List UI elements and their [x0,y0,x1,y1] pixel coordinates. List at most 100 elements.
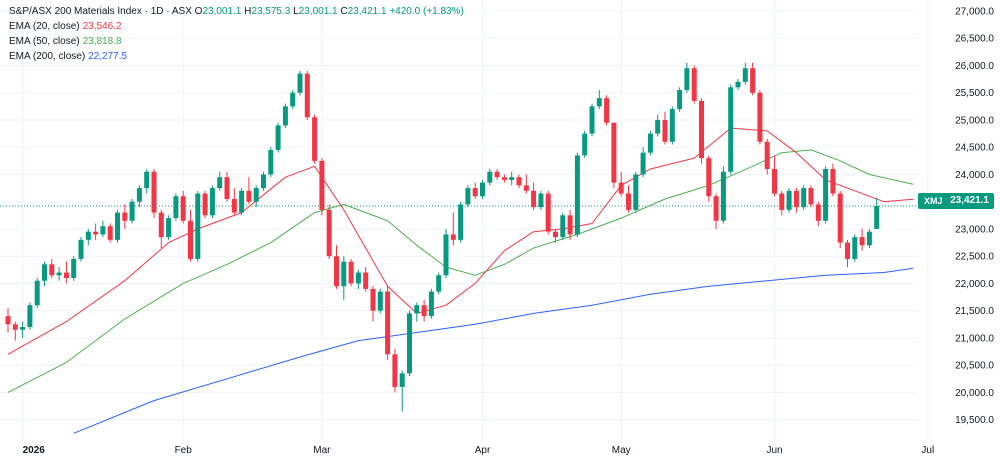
candles [5,62,880,412]
candle [480,179,485,199]
candle [808,185,814,208]
legend-ohlc-row: S&P/ASX 200 Materials Index · 1D · ASX O… [9,4,464,19]
candle-body [604,98,610,123]
ema20-line [7,127,914,355]
candle [363,267,369,292]
y-tick-label: 26,500.0 [955,34,994,45]
last-price-label: 23,421.1 [950,195,989,206]
candle-body [261,174,266,189]
legend-ema20-row[interactable]: EMA (20, close) 23,546.2 [9,19,464,34]
y-tick-label: 24,000.0 [955,170,994,181]
candle [253,185,259,208]
candle-body [407,313,412,374]
candle-body [874,206,880,229]
candle-body [202,193,208,216]
candle [852,234,858,262]
ema50-line [7,149,914,393]
candle [20,321,26,338]
y-tick-label: 22,500.0 [955,252,994,263]
candle-body [596,98,602,107]
candle [282,103,288,129]
candle-body [436,275,442,292]
candle-body [589,106,595,134]
candle [567,209,573,240]
candle [604,95,610,126]
close-value: 23,421.1 [347,6,387,17]
candle [472,182,478,199]
candle [684,62,690,93]
y-tick-label: 23,000.0 [955,224,994,235]
candle [217,171,223,191]
candle [407,310,412,377]
change-value: +420.0 (+1.83%) [389,6,464,17]
candle [231,188,237,216]
candle-body [720,171,726,221]
candle-body [553,231,558,238]
candle [713,193,719,229]
candle [63,261,69,284]
candle [224,171,230,202]
candle [443,228,449,278]
candle [779,190,785,216]
candle [136,185,142,208]
candle [42,261,47,287]
candle-body [779,193,785,210]
candle [122,204,128,229]
candle-body [494,171,500,178]
candle-body [509,177,515,180]
candle-body [677,90,683,110]
candle [195,190,201,262]
candle-body [42,264,47,281]
candle [129,198,135,224]
candle [202,190,208,219]
candle [428,288,434,319]
candle [815,201,821,227]
legend-ema200-row[interactable]: EMA (200, close) 22,277.5 [9,49,464,64]
candle [107,223,113,243]
ema20-label: EMA (20, close) [9,21,80,32]
candle [465,185,471,208]
candle-body [516,177,522,186]
candle-body [567,215,573,235]
candle [414,302,420,322]
candle [830,163,836,197]
last-price-badge: XMJ 23,421.1 [918,193,994,209]
candle [699,98,704,164]
candle-body [27,305,33,328]
candle-body [414,305,420,314]
candle [509,171,515,186]
candle-body [158,212,164,238]
y-tick-label: 25,500.0 [955,88,994,99]
ema200-label: EMA (200, close) [9,51,86,62]
candle-body [538,193,544,208]
candle-body [684,68,690,91]
candle-body [640,152,646,175]
candle [71,256,77,281]
candle-body [231,198,237,213]
legend-ema50-row[interactable]: EMA (50, close) 23,818.8 [9,34,464,49]
candle [874,197,880,229]
candle-body [370,288,376,311]
candle [385,286,391,360]
candle [516,174,522,189]
candle [669,106,675,145]
candle-body [458,204,464,240]
candle-body [815,204,821,221]
open-label: O [194,6,203,17]
grid [0,0,929,440]
candle-body [545,193,551,232]
candle-body [71,258,77,278]
y-tick-label: 21,500.0 [955,306,994,317]
candle [312,114,318,164]
candle-body [136,188,142,202]
candle [392,348,398,393]
candle-body [5,316,11,325]
candle-body [268,149,274,175]
candle-body [713,196,719,221]
candle-body [764,141,770,170]
candle [49,258,55,278]
x-tick-label: Apr [475,445,491,456]
candle [735,79,741,91]
candle-body [341,261,347,287]
